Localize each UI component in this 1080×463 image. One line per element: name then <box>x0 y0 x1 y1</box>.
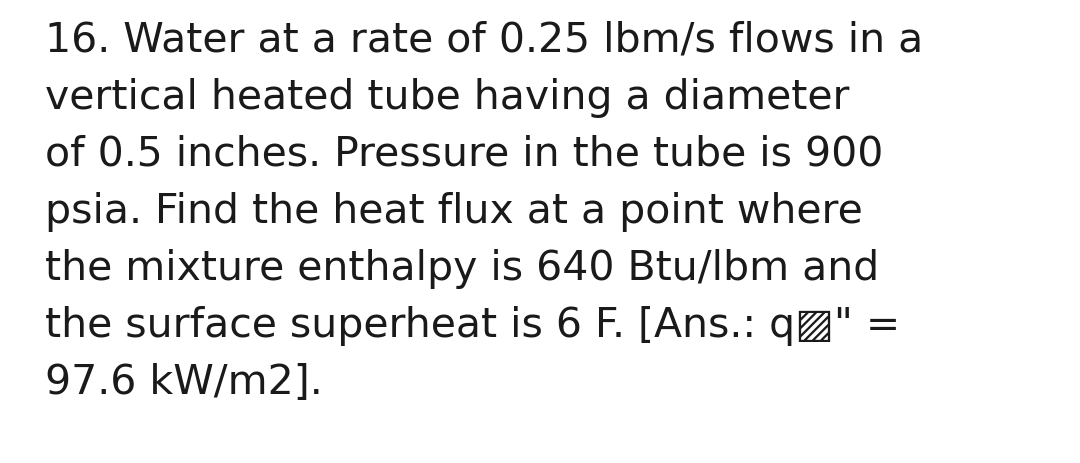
Text: 16. Water at a rate of 0.25 lbm/s flows in a
vertical heated tube having a diame: 16. Water at a rate of 0.25 lbm/s flows … <box>45 21 923 402</box>
